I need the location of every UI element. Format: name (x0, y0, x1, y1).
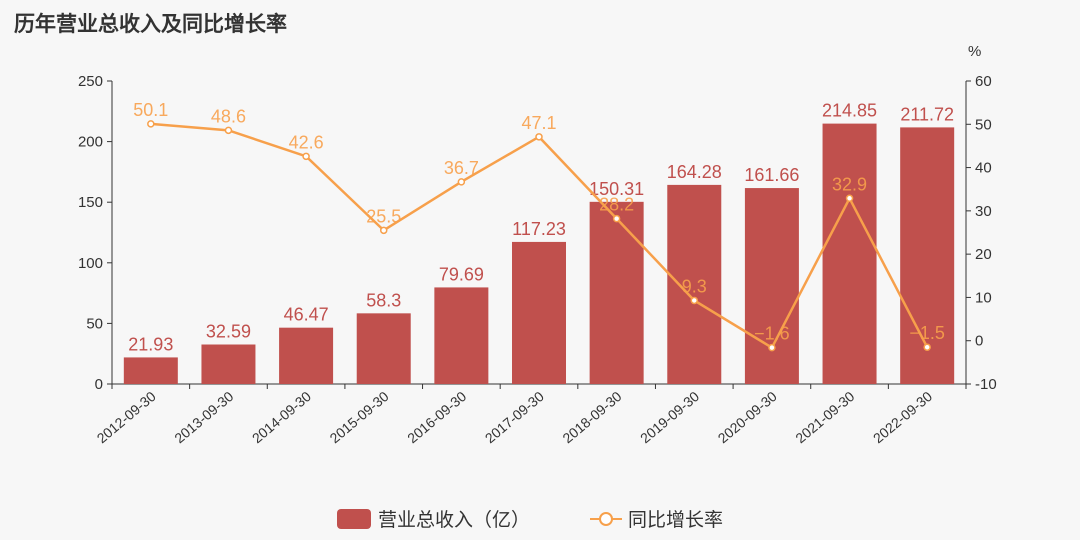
right-axis-tick-label: 50 (975, 116, 992, 133)
growth-rate-point (224, 126, 233, 135)
bar-value-label: 117.23 (512, 219, 566, 239)
bar (589, 201, 644, 384)
x-axis-tick-label: 2018-09-30 (559, 388, 624, 446)
bar-value-label: 214.85 (822, 101, 877, 121)
bar (512, 241, 566, 384)
bar-value-label: 150.31 (589, 179, 644, 199)
left-axis-tick-label: 200 (78, 134, 103, 151)
bar-value-label: 32.59 (206, 322, 251, 342)
growth-rate-value-label: 50.1 (133, 100, 168, 120)
bar-value-label: 21.93 (128, 334, 173, 354)
right-axis-tick-label: 60 (975, 73, 992, 90)
bar (279, 327, 334, 384)
growth-rate-point (612, 214, 621, 223)
growth-rate-point (845, 194, 854, 203)
bar-value-label: 164.28 (667, 162, 722, 182)
legend-bar-swatch (337, 509, 371, 529)
bar-value-label: 211.72 (900, 104, 954, 124)
bar (900, 127, 955, 385)
growth-rate-value-label: 48.6 (211, 106, 246, 126)
growth-rate-value-label: 32.9 (832, 174, 867, 194)
x-axis-tick-label: 2021-09-30 (792, 388, 857, 446)
growth-rate-value-label: 42.6 (289, 132, 324, 152)
bar-value-label: 46.47 (284, 305, 329, 325)
bar-value-label: 58.3 (366, 290, 401, 310)
bar (822, 123, 877, 384)
left-axis-tick-label: 150 (78, 194, 103, 211)
left-axis-tick-label: 0 (95, 376, 103, 393)
x-axis-tick-label: 2017-09-30 (482, 388, 547, 446)
growth-rate-value-label: −1.6 (754, 324, 790, 344)
x-axis-tick-label: 2020-09-30 (715, 388, 780, 446)
bar-value-label: 161.66 (744, 165, 799, 185)
bar (123, 357, 178, 384)
growth-rate-point (457, 178, 466, 186)
bar (356, 313, 411, 384)
x-axis-tick-label: 2022-09-30 (870, 388, 935, 446)
growth-rate-point (768, 343, 776, 352)
growth-rate-value-label: 28.2 (599, 195, 634, 215)
left-axis-tick-label: 50 (86, 315, 103, 332)
right-axis-tick-label: -10 (975, 376, 997, 393)
growth-rate-point (690, 296, 699, 305)
growth-rate-value-label: 9.3 (682, 276, 707, 296)
right-axis-tick-label: 10 (975, 289, 992, 306)
right-axis-tick-label: 20 (975, 246, 992, 263)
left-axis-tick-label: 100 (78, 255, 103, 272)
growth-rate-point (535, 133, 543, 141)
x-axis-tick-label: 2013-09-30 (171, 388, 236, 446)
growth-rate-value-label: −1.5 (909, 323, 945, 343)
x-axis-tick-label: 2019-09-30 (637, 388, 702, 446)
x-axis-tick-label: 2015-09-30 (327, 388, 392, 446)
bar (667, 184, 722, 384)
chart-title: 历年营业总收入及同比增长率 (14, 13, 287, 36)
growth-rate-point (302, 152, 310, 161)
bar (434, 287, 489, 384)
right-axis-tick-label: 40 (975, 160, 992, 177)
bar (201, 344, 256, 384)
growth-rate-value-label: 25.5 (366, 206, 401, 226)
growth-rate-point (379, 226, 388, 235)
left-axis-tick-label: 250 (78, 73, 103, 90)
growth-rate-point (147, 120, 155, 128)
x-axis-tick-label: 2014-09-30 (249, 388, 314, 446)
growth-rate-value-label: 36.7 (444, 158, 479, 178)
bar (744, 188, 799, 384)
right-axis-unit-label: % (968, 43, 981, 60)
right-axis-tick-label: 0 (975, 333, 983, 350)
growth-rate-value-label: 47.1 (521, 113, 556, 133)
legend-line-marker (599, 512, 613, 526)
legend-bar-label: 营业总收入（亿） (378, 509, 530, 531)
right-axis-tick-label: 30 (975, 203, 992, 220)
growth-rate-point (923, 343, 931, 351)
x-axis-tick-label: 2016-09-30 (404, 388, 469, 446)
legend-line-label: 同比增长率 (628, 509, 723, 531)
bar-value-label: 79.69 (439, 264, 484, 284)
x-axis-tick-label: 2012-09-30 (94, 388, 159, 446)
